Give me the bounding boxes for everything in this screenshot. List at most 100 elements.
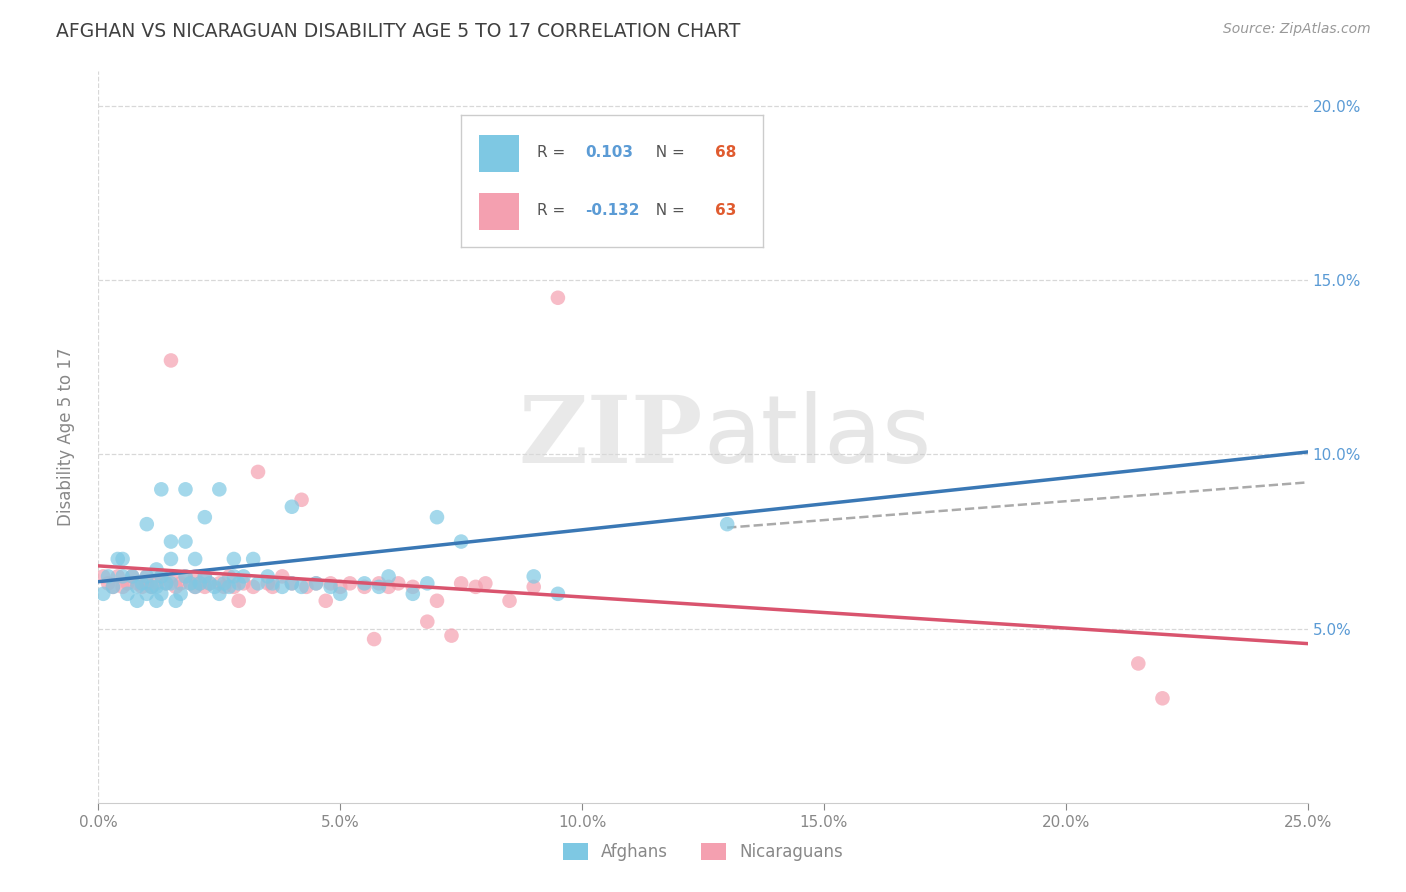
Point [232,576,254,591]
Point [135,569,157,583]
Point [111,552,134,566]
Point [368,580,391,594]
Point [141,580,163,594]
Legend: Afghans, Nicaraguans: Afghans, Nicaraguans [555,836,851,868]
Point [262,576,284,591]
Point [150,569,173,583]
Point [194,580,217,594]
Point [222,569,245,583]
Point [184,580,207,594]
Point [271,569,294,583]
Point [281,576,304,591]
Point [271,580,294,594]
Point [416,615,439,629]
Point [135,576,157,591]
Point [353,576,375,591]
Point [474,576,496,591]
Point [426,594,449,608]
Point [222,580,245,594]
Point [315,594,337,608]
Point [262,580,284,594]
Point [155,576,177,591]
Point [440,629,463,643]
Point [91,587,114,601]
Point [145,576,167,591]
Point [498,594,520,608]
Point [101,580,124,594]
Point [402,580,425,594]
Point [160,576,183,591]
Point [204,580,226,594]
Point [127,580,149,594]
Point [160,569,183,583]
Point [165,594,187,608]
Point [174,534,197,549]
Point [212,580,235,594]
Point [329,580,352,594]
Point [111,569,134,583]
Point [131,576,153,591]
Point [290,580,312,594]
Point [117,576,139,591]
Point [295,580,318,594]
Point [426,510,449,524]
Point [155,576,177,591]
Point [165,580,187,594]
Point [402,587,425,601]
Point [179,576,201,591]
Point [218,580,240,594]
Point [218,569,240,583]
Point [247,465,270,479]
Point [242,552,264,566]
Point [290,492,312,507]
Point [141,580,163,594]
Point [377,569,399,583]
Point [319,580,342,594]
Point [547,587,569,601]
Point [228,594,250,608]
Point [208,483,231,497]
Text: atlas: atlas [703,391,931,483]
Point [145,580,167,594]
Point [160,353,183,368]
Point [208,587,231,601]
Point [281,500,304,514]
Point [194,510,217,524]
Point [150,483,173,497]
Point [198,576,221,591]
Point [368,576,391,591]
Point [523,580,546,594]
Text: Source: ZipAtlas.com: Source: ZipAtlas.com [1223,22,1371,37]
Point [305,576,328,591]
Point [121,569,143,583]
Point [232,569,254,583]
Point [174,569,197,583]
Point [127,594,149,608]
Point [145,562,167,576]
Point [212,576,235,591]
Point [256,576,278,591]
Point [117,587,139,601]
Point [184,580,207,594]
Point [416,576,439,591]
Text: AFGHAN VS NICARAGUAN DISABILITY AGE 5 TO 17 CORRELATION CHART: AFGHAN VS NICARAGUAN DISABILITY AGE 5 TO… [56,22,741,41]
Point [353,580,375,594]
Point [150,569,173,583]
Point [256,569,278,583]
Point [363,632,385,646]
Point [194,569,217,583]
Text: ZIP: ZIP [519,392,703,482]
Y-axis label: Disability Age 5 to 17: Disability Age 5 to 17 [56,348,75,526]
Point [179,576,201,591]
Point [97,569,120,583]
Point [111,580,134,594]
Point [247,576,270,591]
Point [194,569,217,583]
Point [91,569,114,583]
Point [150,587,173,601]
Point [222,552,245,566]
Point [107,552,129,566]
Point [228,576,250,591]
Point [464,580,486,594]
Point [329,587,352,601]
